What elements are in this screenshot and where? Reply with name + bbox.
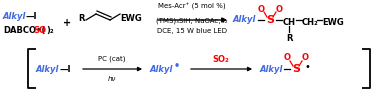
Text: O: O <box>284 54 291 63</box>
Text: CH₂: CH₂ <box>302 18 319 27</box>
Text: S: S <box>292 64 300 74</box>
Text: SO₂: SO₂ <box>212 55 229 64</box>
Text: Alkyl: Alkyl <box>260 65 284 74</box>
Text: R: R <box>78 14 85 23</box>
Text: —I: —I <box>25 12 37 21</box>
Text: Alkyl: Alkyl <box>3 12 26 21</box>
Text: SO: SO <box>33 26 46 35</box>
Text: hν: hν <box>108 76 116 82</box>
Text: O: O <box>257 4 265 13</box>
Text: •: • <box>304 62 310 72</box>
Text: PC (cat): PC (cat) <box>98 56 126 62</box>
Text: Mes-Acr⁺ (5 mol %): Mes-Acr⁺ (5 mol %) <box>158 3 226 10</box>
Text: Alkyl: Alkyl <box>150 65 174 74</box>
Text: EWG: EWG <box>322 18 344 27</box>
Text: •: • <box>174 61 180 71</box>
Text: DCE, 15 W blue LED: DCE, 15 W blue LED <box>157 28 227 34</box>
Text: R: R <box>286 34 293 43</box>
Text: Alkyl: Alkyl <box>233 15 256 24</box>
Text: EWG: EWG <box>120 14 142 23</box>
Text: (TMS)₃SiH, NaOAc, I₂: (TMS)₃SiH, NaOAc, I₂ <box>156 18 228 24</box>
Text: 2: 2 <box>42 28 46 33</box>
Text: DABCO•(: DABCO•( <box>3 26 45 35</box>
Text: )₂: )₂ <box>46 26 54 35</box>
Text: O: O <box>302 54 308 63</box>
Text: Alkyl: Alkyl <box>36 65 59 74</box>
Text: +: + <box>63 18 71 28</box>
Text: CH: CH <box>283 18 296 27</box>
Text: —I: —I <box>60 65 71 74</box>
Text: O: O <box>276 4 282 13</box>
Text: S: S <box>266 15 274 25</box>
